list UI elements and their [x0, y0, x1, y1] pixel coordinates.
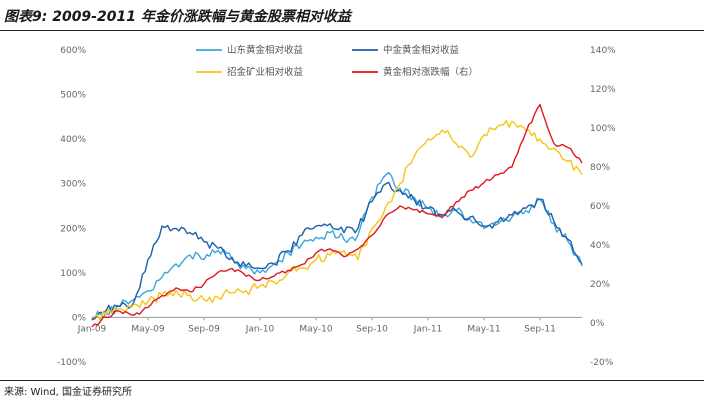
y-right-tick-label: 100% — [590, 124, 616, 134]
y-left-tick-label: 300% — [60, 180, 86, 190]
series-line-2 — [91, 119, 583, 321]
y-right-tick-label: -20% — [590, 358, 614, 368]
y-left-tick-label: 600% — [60, 46, 86, 56]
series-line-1 — [91, 181, 583, 321]
y-right-tick-label: 120% — [590, 85, 616, 95]
figure-title: 图表9: 2009-2011 年金价涨跌幅与黄金股票相对收益 — [4, 9, 351, 25]
x-tick-label: Sep-10 — [356, 324, 388, 334]
legend-label: 招金矿业相对收益 — [227, 66, 304, 78]
legend-label: 中金黄金相对收益 — [383, 44, 460, 56]
x-tick-label: Jan-11 — [413, 324, 443, 334]
y-left-tick-label: -100% — [57, 358, 86, 368]
y-right-tick-label: 60% — [590, 202, 610, 212]
x-tick-label: May-11 — [467, 324, 500, 334]
y-right-tick-label: 0% — [590, 319, 605, 329]
y-right-tick-label: 80% — [590, 163, 610, 173]
y-left-tick-label: 400% — [60, 135, 86, 145]
y-right-tick-label: 140% — [590, 46, 616, 56]
chart-axes: -100% 0% 100% 200% 300% 400% 500% 600% -20% 0% 20%… — [57, 46, 616, 368]
x-tick-label: Jan-09 — [77, 324, 107, 334]
y-left-tick-label: 100% — [60, 269, 86, 279]
chart: -100% 0% 100% 200% 300% 400% 500% 600% -20% 0% 20%… — [57, 44, 616, 368]
x-tick-label: May-09 — [131, 324, 164, 334]
legend-label: 黄金相对涨跌幅（右） — [383, 66, 478, 78]
x-tick-label: May-10 — [299, 324, 332, 334]
legend-label: 山东黄金相对收益 — [227, 44, 304, 56]
chart-series — [91, 103, 583, 328]
bottom-rule — [0, 380, 704, 381]
x-tick-label: Sep-09 — [188, 324, 220, 334]
y-right-tick-label: 40% — [590, 241, 610, 251]
source-note: 来源: Wind, 国金证券研究所 — [4, 387, 133, 398]
x-tick-label: Jan-10 — [245, 324, 275, 334]
y-left-tick-label: 200% — [60, 224, 86, 234]
y-left-tick-label: 0% — [72, 313, 87, 323]
top-rule — [0, 30, 704, 31]
y-left-tick-label: 500% — [60, 91, 86, 101]
y-right-tick-label: 20% — [590, 280, 610, 290]
series-line-0 — [91, 171, 583, 320]
series-line-3 — [91, 103, 583, 328]
x-tick-label: Sep-11 — [524, 324, 556, 334]
